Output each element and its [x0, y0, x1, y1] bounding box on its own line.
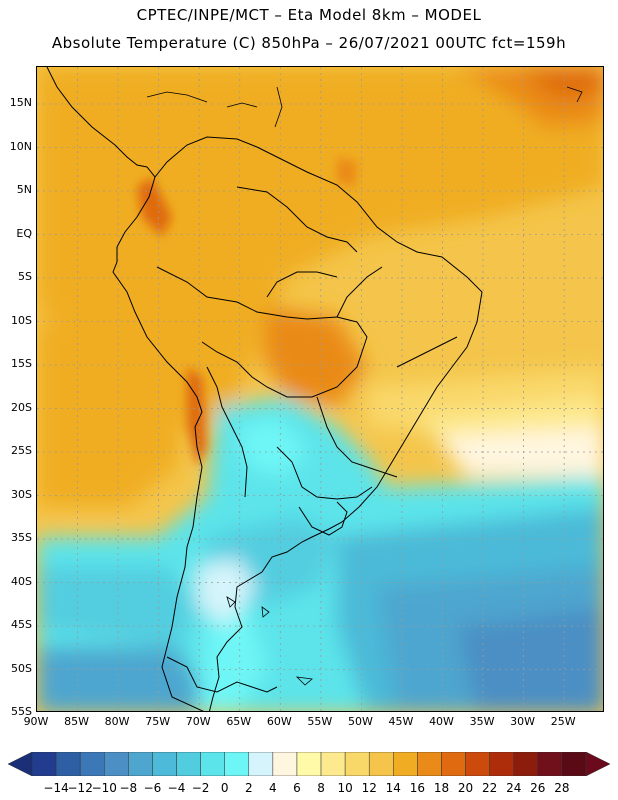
latitude-label: 5N: [16, 183, 32, 196]
colorbar-swatch: [176, 752, 201, 776]
longitude-label: 45W: [388, 715, 414, 728]
colorbar-swatch: [344, 752, 370, 776]
colorbar-tick-label: 8: [317, 781, 325, 795]
colorbar-tick-label: −6: [143, 781, 162, 795]
longitude-label: 90W: [23, 715, 49, 728]
latitude-label: 10N: [9, 139, 32, 153]
colorbar-tick-label: 2: [244, 781, 253, 795]
andes-warm-ridge: [137, 157, 357, 467]
longitude-label: 40W: [429, 715, 454, 728]
colorbar-tick-label: 0: [220, 781, 229, 795]
temperature-map[interactable]: [36, 66, 604, 712]
latitude-label: 30S: [11, 487, 32, 501]
colorbar-swatch: [441, 752, 466, 776]
longitude-label: 35W: [469, 715, 495, 728]
colorbar-swatch: [55, 752, 81, 776]
colorbar-tick-label: −14: [43, 781, 69, 795]
colorbar-swatch: [489, 752, 514, 776]
longitude-label: 65W: [226, 715, 252, 728]
colorbar-tick-label: 4: [269, 781, 277, 795]
colorbar-swatch: [465, 752, 490, 776]
colorbar-swatch: [248, 752, 274, 776]
colorbar-swatch: [417, 752, 442, 776]
colorbar-tick-label: 24: [506, 781, 522, 795]
longitude-label: 30W: [510, 715, 536, 728]
longitude-label: 25W: [550, 715, 576, 728]
colorbar-tick-label: −12: [67, 781, 93, 795]
latitude-label: 15N: [9, 96, 32, 109]
caribbean-islands: [146, 86, 583, 686]
latitude-label: 55S: [11, 705, 32, 718]
colorbar-swatch: [368, 752, 394, 776]
longitude-label: 80W: [104, 715, 130, 728]
longitude-label: 85W: [64, 715, 89, 728]
coastlines-and-borders: [46, 67, 483, 711]
chart-title-line-1: CPTEC/INPE/MCT – Eta Model 8km – MODEL: [136, 6, 482, 24]
latitude-label: 10S: [11, 313, 32, 327]
latitude-label: 25S: [11, 444, 32, 457]
colorbar-swatch: [272, 752, 298, 776]
longitude-label: 75W: [145, 715, 171, 728]
latitude-label: 50S: [11, 661, 32, 675]
latitude-label: EQ: [16, 226, 32, 240]
colorbar-swatch: [224, 752, 250, 776]
colorbar-swatch: [320, 752, 346, 776]
latitude-label: 45S: [11, 618, 32, 631]
latitude-label: 5S: [18, 270, 32, 283]
colorbar-tick-label: 6: [293, 781, 301, 795]
color-scale-bar: [8, 752, 610, 776]
colorbar-swatch: [31, 752, 57, 776]
colorbar-swatch: [104, 752, 129, 776]
colorbar-tick-label: −8: [119, 781, 138, 795]
colorbar-tick-label: 26: [530, 781, 546, 795]
colorbar-tick-label: 28: [554, 781, 570, 795]
colorbar-tick-label: 14: [385, 781, 401, 795]
colorbar-swatch: [296, 752, 322, 776]
latitude-label: 20S: [11, 400, 32, 414]
colorbar-tick-label: 20: [457, 781, 474, 795]
colorbar-tick-label: 10: [337, 781, 353, 795]
longitude-label: 70W: [185, 715, 211, 728]
colorbar-swatch: [561, 752, 587, 776]
colorbar-tick-label: 12: [361, 781, 377, 795]
colorbar-swatch: [513, 752, 539, 776]
colorbar-swatch: [152, 752, 177, 776]
longitude-label: 50W: [347, 715, 373, 728]
colorbar-swatch: [537, 752, 563, 776]
colorbar-tick-label: −2: [191, 781, 210, 795]
colorbar-tick-label: 16: [409, 781, 426, 795]
colorbar-right-arrow: [585, 752, 610, 776]
colorbar-swatch: [393, 752, 418, 776]
colorbar-swatch: [128, 752, 153, 776]
map-canvas: [37, 67, 603, 711]
colorbar-tick-label: −10: [91, 781, 117, 795]
temperature-field: [37, 67, 603, 711]
longitude-label: 60W: [266, 715, 292, 728]
longitude-label: 55W: [307, 715, 333, 728]
latitude-label: 15S: [11, 357, 32, 370]
colorbar-tick-label: −4: [167, 781, 186, 795]
colorbar-left-arrow: [8, 752, 33, 776]
chart-title-line-2: Absolute Temperature (C) 850hPa – 26/07/…: [51, 34, 567, 52]
colorbar-swatch: [200, 752, 225, 776]
latitude-label: 40S: [11, 574, 32, 588]
latitude-label: 35S: [11, 531, 32, 544]
colorbar-swatch: [79, 752, 105, 776]
colorbar-tick-label: 22: [482, 781, 498, 795]
colorbar-tick-label: 18: [433, 781, 450, 795]
